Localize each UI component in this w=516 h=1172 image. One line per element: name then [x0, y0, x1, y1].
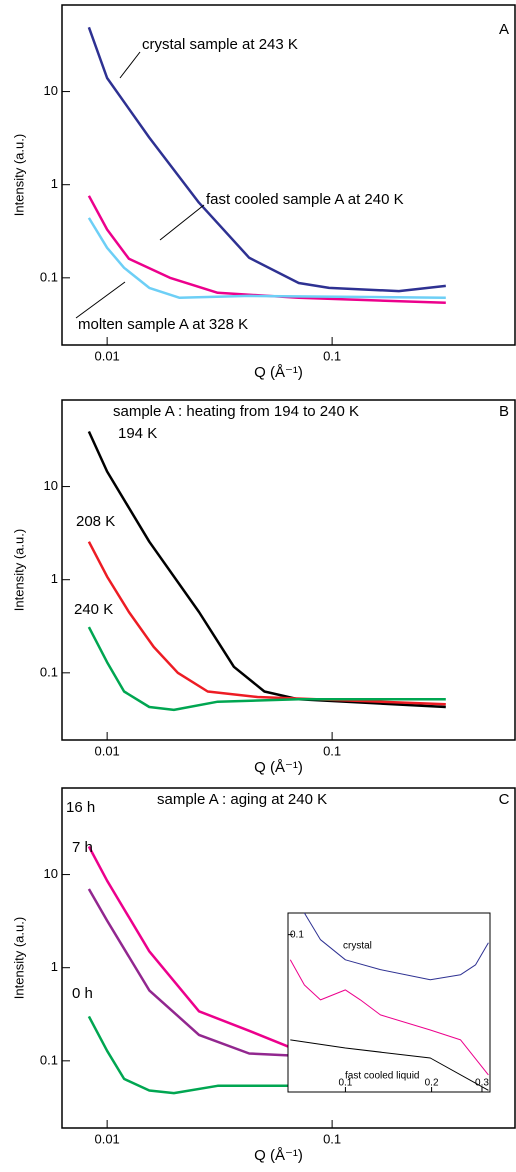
series-line [87, 217, 446, 300]
annotation: 0 h [72, 985, 93, 1002]
y-tick-label: 1 [51, 176, 58, 191]
panel-letter: A [499, 21, 509, 38]
series-line [290, 1039, 489, 1091]
annotation: fast cooled sample A at 240 K [206, 191, 404, 208]
leader-line [75, 281, 126, 319]
annotation: sample A : heating from 194 to 240 K [113, 403, 359, 420]
x-tick-label: 0.01 [94, 1131, 119, 1146]
x-axis-label: Q (Å⁻¹) [254, 1147, 303, 1164]
annotation: 7 h [72, 839, 93, 856]
y-tick-label: 0.1 [40, 269, 58, 284]
x-tick-label: 0.1 [338, 1078, 352, 1089]
x-tick-label: 0.2 [425, 1078, 439, 1089]
x-tick-label: 0.3 [475, 1078, 489, 1089]
x-axis-label: Q (Å⁻¹) [254, 364, 303, 381]
y-tick-label: 0.1 [40, 1052, 58, 1067]
series-line [87, 541, 446, 706]
x-axis-label: Q (Å⁻¹) [254, 759, 303, 776]
annotation: 208 K [76, 513, 115, 530]
leader-line [119, 51, 141, 79]
series-line [87, 626, 446, 712]
x-tick-label: 0.1 [323, 1131, 341, 1146]
annotation: 16 h [66, 799, 95, 816]
y-tick-label: 0.1 [40, 664, 58, 679]
plot-frame [61, 4, 516, 346]
annotation: 240 K [74, 601, 113, 618]
inset-frame [287, 912, 491, 1093]
annotation: fast cooled liquid [345, 1071, 420, 1082]
plot-frame [61, 399, 516, 741]
y-axis-label: Intensity (a.u.) [11, 134, 26, 216]
x-tick-label: 0.1 [323, 348, 341, 363]
annotation: 194 K [118, 425, 157, 442]
x-tick-label: 0.01 [94, 743, 119, 758]
series-line [87, 26, 446, 293]
x-tick-label: 0.01 [94, 348, 119, 363]
y-tick-label: 10 [44, 866, 58, 881]
y-tick-label: 10 [44, 478, 58, 493]
panel-letter: C [499, 791, 510, 808]
annotation: sample A : aging at 240 K [157, 791, 327, 808]
y-axis-label: Intensity (a.u.) [11, 917, 26, 999]
series-line [87, 1015, 446, 1095]
y-tick-label: 1 [51, 959, 58, 974]
panel-letter: B [499, 403, 509, 420]
x-tick-label: 0.1 [323, 743, 341, 758]
series-line [87, 195, 446, 305]
y-axis-label: Intensity (a.u.) [11, 529, 26, 611]
annotation: crystal sample at 243 K [142, 36, 298, 53]
y-tick-label: 1 [51, 571, 58, 586]
series-line [289, 959, 489, 1076]
series-line [303, 912, 489, 981]
leader-line [159, 204, 205, 241]
annotation: molten sample A at 328 K [78, 316, 248, 333]
annotation: crystal [343, 941, 372, 952]
y-tick-label: 10 [44, 83, 58, 98]
y-tick-label: 0.1 [290, 929, 304, 940]
